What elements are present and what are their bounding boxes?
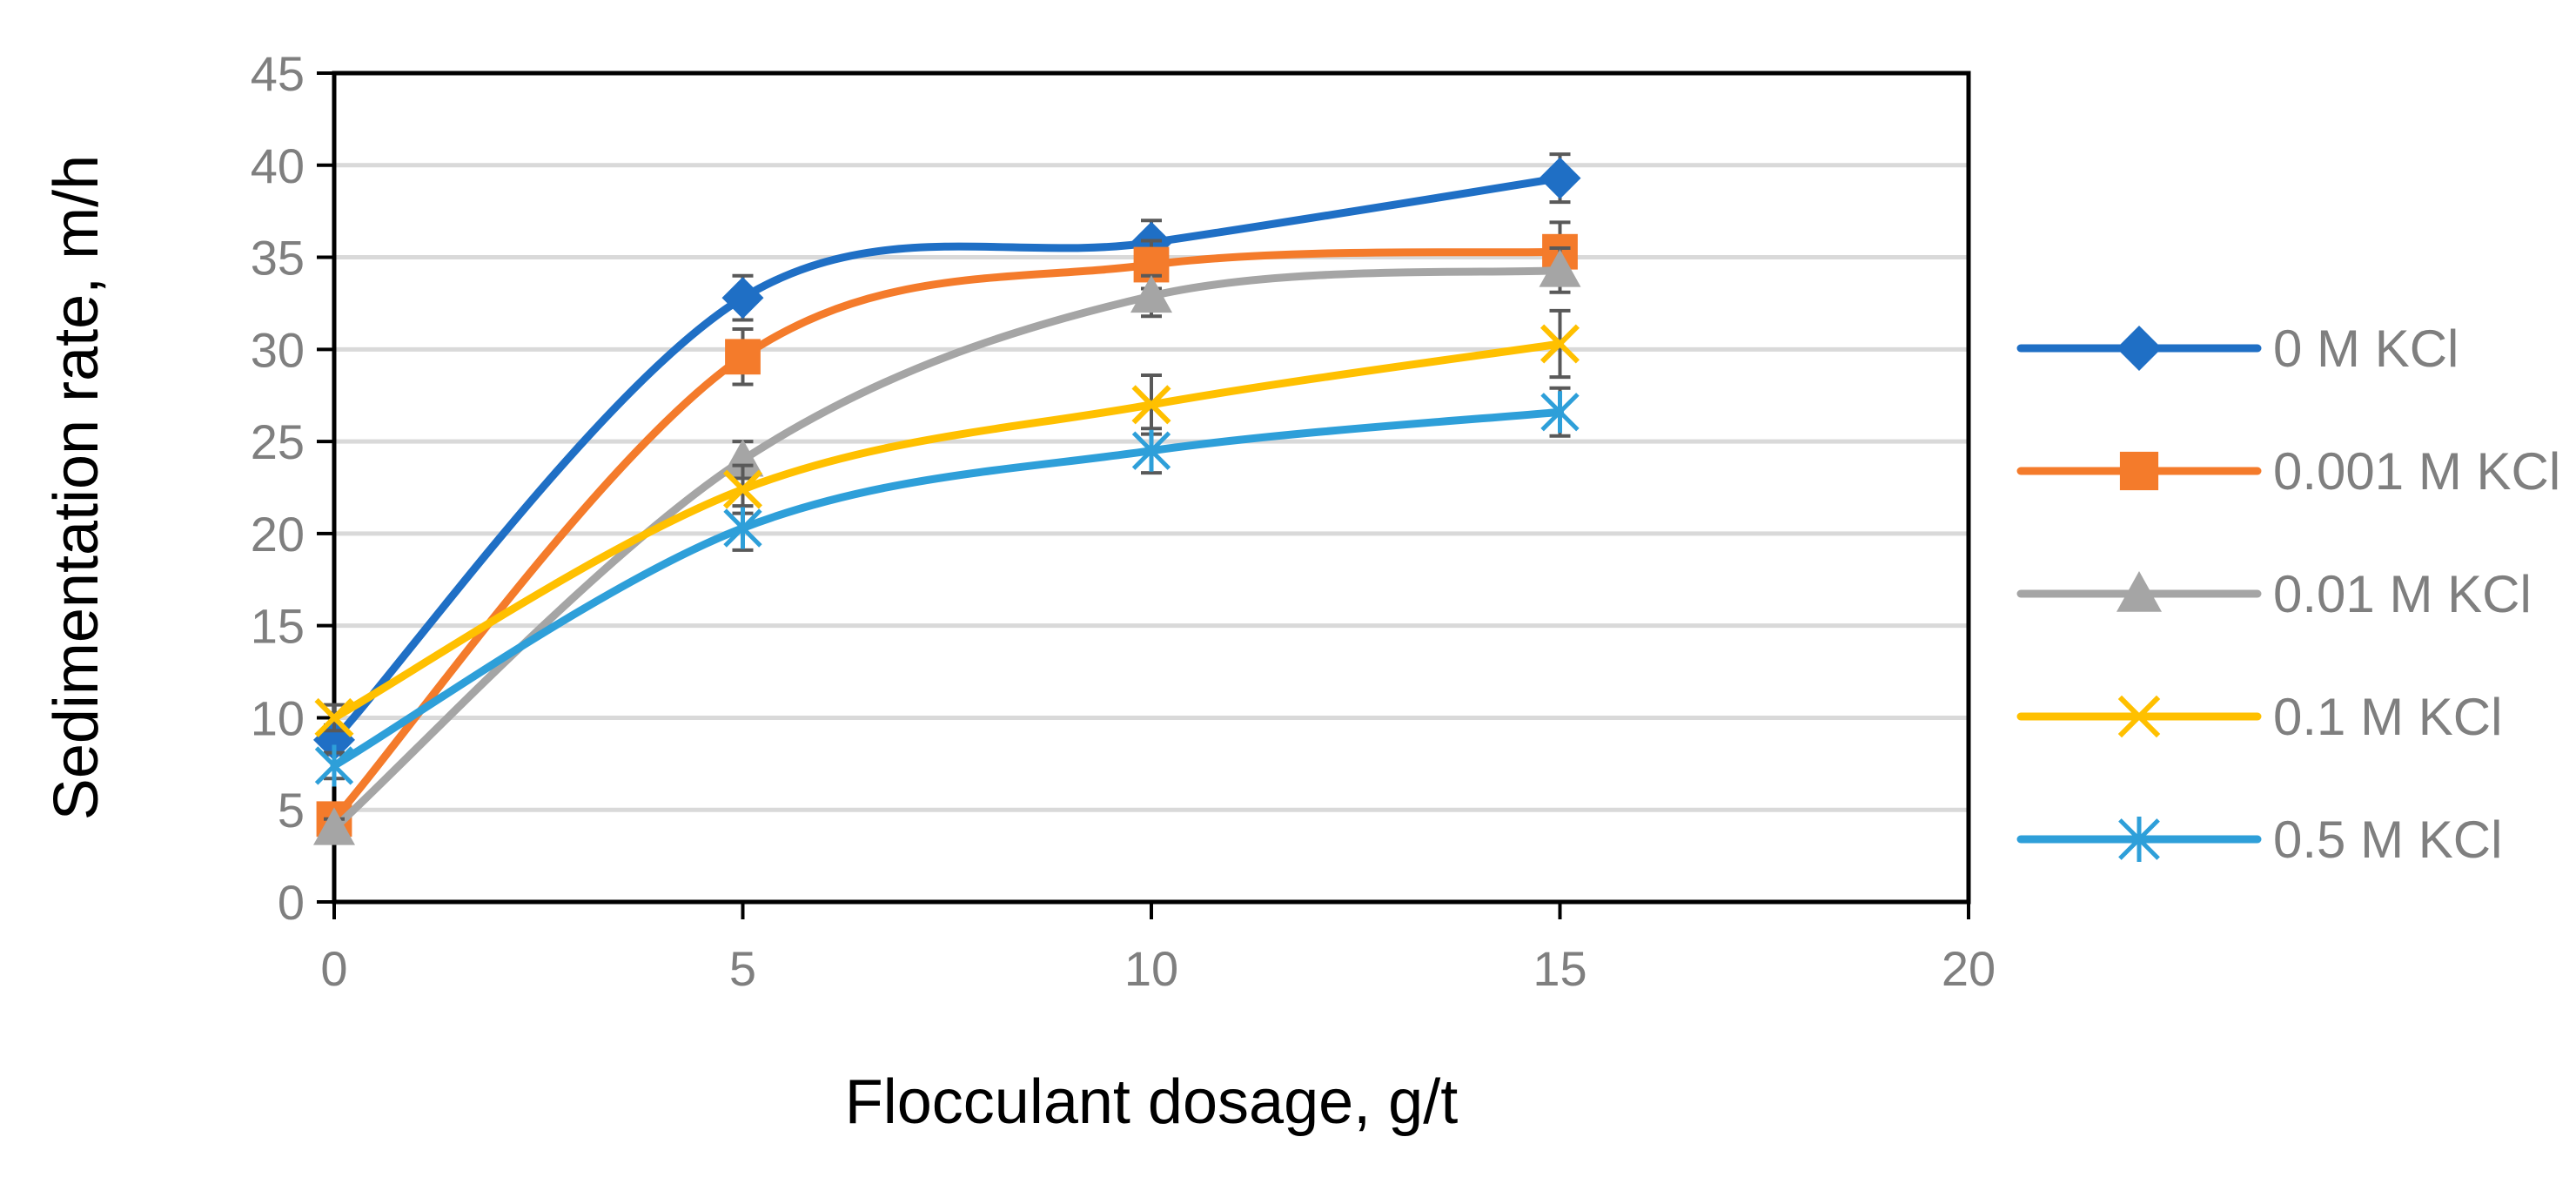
x-tick-label: 15 (1533, 941, 1587, 996)
marker-star (1540, 391, 1580, 434)
legend-item-3: 0.1 M KCl (2016, 688, 2502, 746)
y-tick-label: 30 (251, 322, 305, 377)
legend-item-4: 0.5 M KCl (2016, 811, 2502, 869)
axis-ticks: 0 5 10 15 20 25 30 35 40 45 0 5 10 15 20 (251, 46, 1996, 996)
marker-triangle (1130, 274, 1172, 313)
legend-label: 0 M KCl (2273, 320, 2459, 378)
marker-star (2118, 817, 2160, 862)
legend-item-2: 0.01 M KCl (2016, 565, 2532, 623)
marker-square (2119, 451, 2159, 491)
marker-x (2117, 695, 2161, 738)
legend-label: 0.01 M KCl (2273, 565, 2532, 623)
series-line (330, 266, 1564, 832)
marker-x (1131, 385, 1171, 425)
legend: 0 M KCl 0.001 M KCl 0.01 M KCl 0.1 M KCl 0.5… (2016, 320, 2560, 869)
x-tick-label: 10 (1124, 941, 1178, 996)
marker-x-stroke (1540, 324, 1580, 364)
y-tick-label: 40 (251, 138, 305, 193)
y-tick-label: 15 (251, 599, 305, 654)
legend-label: 0.001 M KCl (2273, 442, 2560, 501)
y-tick-label: 5 (278, 783, 305, 838)
marker-diamond (721, 277, 764, 320)
plot-area-frame (332, 71, 1971, 905)
marker-square (725, 339, 761, 375)
series-lines (313, 152, 1581, 845)
marker-x (314, 697, 354, 737)
marker-star (1131, 429, 1171, 472)
y-tick-label: 45 (251, 46, 305, 101)
series-2 (313, 246, 1581, 845)
legend-label: 0.1 M KCl (2273, 688, 2502, 746)
marker-triangle (721, 439, 764, 477)
marker-x-stroke (2117, 695, 2161, 738)
y-tick-label: 20 (251, 507, 305, 562)
x-tick-label: 5 (729, 941, 756, 996)
marker-x-stroke (314, 697, 354, 737)
marker-triangle (313, 807, 355, 845)
marker-x-stroke (1131, 385, 1171, 425)
x-axis-title: Flocculant dosage, g/t (845, 1067, 1458, 1137)
marker-diamond (2116, 326, 2162, 371)
series-line (330, 174, 1564, 744)
legend-item-1: 0.001 M KCl (2016, 442, 2560, 501)
series-line (330, 407, 1564, 770)
marker-triangle (2116, 571, 2162, 612)
marker-x (722, 469, 763, 509)
y-tick-label: 25 (251, 414, 305, 469)
x-tick-label: 0 (320, 941, 347, 996)
y-tick-label: 35 (251, 231, 305, 286)
marker-star (723, 507, 762, 549)
marker-triangle (1539, 249, 1581, 287)
legend-item-0: 0 M KCl (2016, 320, 2459, 378)
series-line (330, 340, 1564, 722)
x-tick-label: 20 (1942, 941, 1996, 996)
series-0 (313, 152, 1581, 761)
legend-label: 0.5 M KCl (2273, 811, 2502, 869)
marker-x (1540, 324, 1580, 364)
marker-diamond (1539, 157, 1581, 199)
marker-star (314, 744, 354, 787)
y-tick-label: 10 (251, 690, 305, 745)
y-tick-label: 0 (278, 875, 305, 930)
marker-x-stroke (722, 469, 763, 509)
y-axis-title: Sedimentation rate, m/h (42, 155, 111, 820)
series-4 (314, 386, 1580, 787)
series-3 (314, 308, 1580, 737)
